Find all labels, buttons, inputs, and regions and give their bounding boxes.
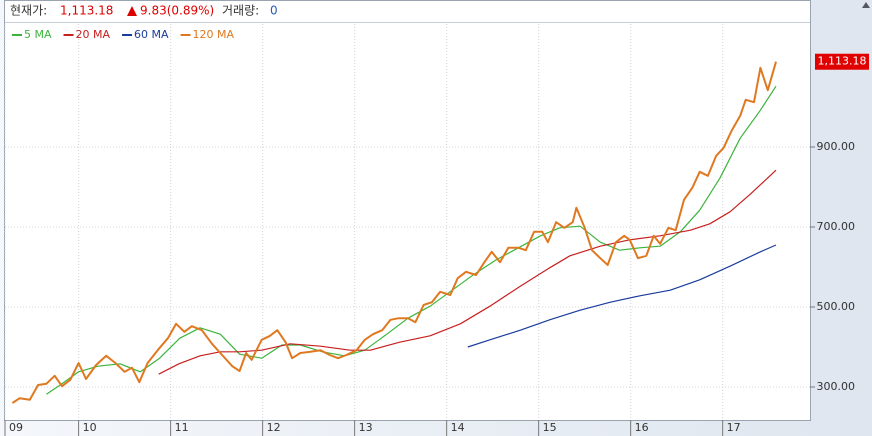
volume-label: 거래량: (222, 4, 259, 18)
y-tick-label: 700.00 (817, 220, 856, 233)
legend-label: 60 MA (134, 28, 169, 41)
y-tick-label: 900.00 (817, 140, 856, 153)
y-tick-label: 500.00 (817, 300, 856, 313)
legend-label: 120 MA (193, 28, 235, 41)
legend-label: 5 MA (24, 28, 52, 41)
change: 9.83(0.89%) (140, 4, 214, 18)
legend-label: 20 MA (76, 28, 111, 41)
price-tag (815, 53, 869, 70)
x-tick-label: 17 (727, 421, 741, 434)
price-tag-label: 1,113.18 (818, 55, 867, 68)
series-line (467, 244, 777, 348)
x-tick-label: 09 (9, 421, 23, 434)
up-arrow (127, 6, 137, 16)
x-tick-label: 10 (83, 421, 97, 434)
x-tick-label: 16 (635, 421, 649, 434)
x-tick-label: 12 (267, 421, 281, 434)
x-tick-label: 14 (451, 421, 465, 434)
series-line (11, 61, 777, 404)
series-line (158, 169, 777, 375)
x-tick-label: 15 (543, 421, 557, 434)
price-label: 현재가: (10, 4, 47, 18)
x-tick-label: 11 (175, 421, 189, 434)
scroll-icon[interactable] (862, 2, 870, 8)
price: 1,113.18 (60, 4, 113, 18)
x-tick-label: 13 (359, 421, 373, 434)
volume: 0 (270, 4, 278, 18)
y-tick-label: 300.00 (817, 380, 856, 393)
plot-frame (4, 0, 811, 421)
